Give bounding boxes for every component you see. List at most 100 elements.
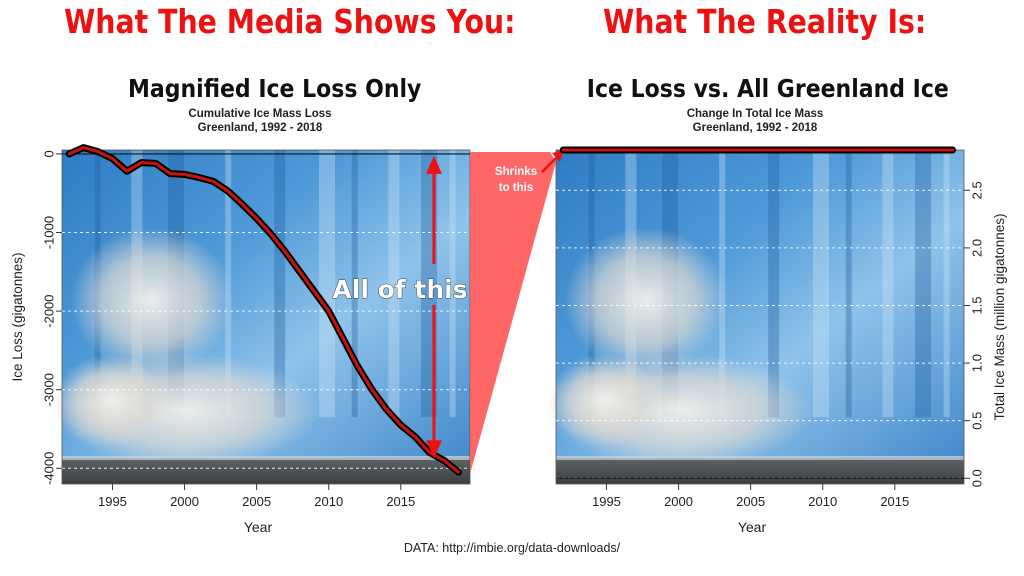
data-point — [442, 459, 446, 462]
ice-streak — [319, 150, 336, 418]
left-chart: 1995 2000 2005 2010 2015 Year 0 -1000 -2000 -3000… — [10, 144, 470, 535]
x-tick-label: 1995 — [98, 494, 127, 509]
data-point — [284, 250, 287, 254]
data-point — [951, 148, 954, 152]
ice-floe-band — [556, 456, 964, 460]
y-tick-label: 0 — [41, 150, 56, 157]
all-of-this-label: All of this — [332, 275, 467, 304]
data-point — [82, 146, 85, 149]
y-tick-label: -1000 — [41, 216, 56, 249]
left-chart-title-line1: Cumulative Ice Mass Loss — [188, 108, 332, 120]
ice-spray — [53, 353, 169, 448]
right-glacier-photo — [543, 149, 965, 485]
y-tick-label: 2.5 — [969, 181, 984, 199]
ice-streak — [845, 150, 852, 418]
x-tick-label: 2010 — [314, 494, 343, 509]
y-tick-label: 0.0 — [969, 469, 984, 487]
left-chart-title: Cumulative Ice Mass Loss Greenland, 1992… — [160, 107, 360, 135]
data-point — [183, 173, 186, 176]
data-point — [399, 423, 402, 427]
ice-spray — [564, 226, 728, 374]
data-point — [562, 148, 565, 152]
right-chart-title: Change In Total Ice Mass Greenland, 1992… — [655, 107, 855, 135]
data-point — [385, 408, 388, 411]
data-point — [168, 172, 172, 175]
callout-line2: to this — [499, 182, 534, 194]
shrink-callout-arrowhead — [552, 150, 564, 162]
y-axis-label: Total Ice Mass (million gigatonnes) — [992, 213, 1007, 420]
data-point — [68, 152, 71, 156]
x-axis-label: Year — [244, 519, 273, 535]
left-glacier-photo — [49, 149, 471, 485]
y-tick-label: -2000 — [41, 294, 56, 327]
data-point — [255, 217, 258, 220]
y-tick-label: 2.0 — [969, 239, 984, 257]
ice-spray — [70, 226, 234, 374]
ice-streak — [768, 150, 780, 418]
water — [556, 458, 964, 484]
shrink-callout-triangle — [470, 152, 556, 474]
data-point — [96, 150, 100, 153]
arrow-head-up — [425, 155, 442, 174]
x-tick-label: 1995 — [592, 494, 621, 509]
ice-streak — [943, 150, 950, 418]
shrink-callout: Shrinks to this — [470, 150, 564, 474]
data-point — [341, 337, 345, 340]
left-chart-title-line2: Greenland, 1992 - 2018 — [197, 122, 323, 134]
data-source-footer: DATA: http://imbie.org/data-downloads/ — [403, 541, 621, 555]
series-line — [67, 146, 460, 474]
ice-floe-band — [62, 456, 470, 460]
data-point — [298, 270, 302, 274]
ice-streak — [915, 150, 932, 418]
ice-streak — [449, 150, 456, 418]
data-point — [226, 189, 229, 193]
x-axis-label: Year — [738, 519, 767, 535]
x-tick-label: 2000 — [170, 494, 199, 509]
data-point — [197, 176, 201, 179]
all-of-this-annotation: All of this — [332, 155, 468, 459]
water — [62, 458, 470, 484]
headline-right: What The Reality Is: — [603, 2, 927, 41]
y-tick-label: 0.5 — [969, 412, 984, 430]
y-tick-label: -4000 — [41, 452, 56, 485]
chart-marks: 1995 2000 2005 2010 2015 Year 0 -1000 -2000 -3000… — [10, 144, 1007, 535]
right-subtitle: Ice Loss vs. All Greenland Ice — [586, 74, 949, 103]
right-chart-title-line1: Change In Total Ice Mass — [686, 108, 824, 120]
ice-streak — [274, 150, 286, 418]
right-chart: 1995 2000 2005 2010 2015 Year 0.0 0.5 1.0 1.5 2.0 2… — [556, 146, 1007, 535]
callout-line1: Shrinks — [495, 166, 537, 178]
left-subtitle: Magnified Ice Loss Only — [128, 74, 422, 103]
y-tick-label: -3000 — [41, 373, 56, 406]
data-point — [457, 471, 460, 474]
x-tick-label: 2010 — [808, 494, 837, 509]
headline-left: What The Media Shows You: — [64, 2, 516, 41]
data-point — [356, 364, 359, 368]
data-point — [154, 162, 157, 165]
data-point — [428, 451, 431, 454]
y-tick-label: 1.0 — [969, 354, 984, 372]
y-axis-label: Ice Loss (gigatonnes) — [10, 252, 25, 381]
data-point — [125, 170, 129, 173]
data-point — [414, 435, 417, 439]
x-tick-label: 2015 — [386, 494, 415, 509]
data-point — [140, 161, 143, 164]
arrow-head-down — [425, 440, 442, 459]
ice-spray — [547, 353, 663, 448]
ice-streak — [882, 150, 894, 418]
ice-streak — [351, 150, 358, 418]
x-tick-label: 2015 — [880, 494, 909, 509]
ice-streak — [813, 150, 830, 418]
x-tick-label: 2000 — [664, 494, 693, 509]
y-tick-label: 1.5 — [969, 296, 984, 314]
data-point — [212, 180, 215, 183]
data-point — [111, 157, 114, 160]
data-point — [241, 203, 244, 206]
x-tick-label: 2005 — [736, 494, 765, 509]
data-point — [370, 388, 374, 391]
x-tick-label: 2005 — [242, 494, 271, 509]
data-point — [269, 232, 273, 236]
data-point — [327, 309, 330, 313]
ice-streak — [388, 150, 400, 418]
right-chart-title-line2: Greenland, 1992 - 2018 — [692, 122, 818, 134]
